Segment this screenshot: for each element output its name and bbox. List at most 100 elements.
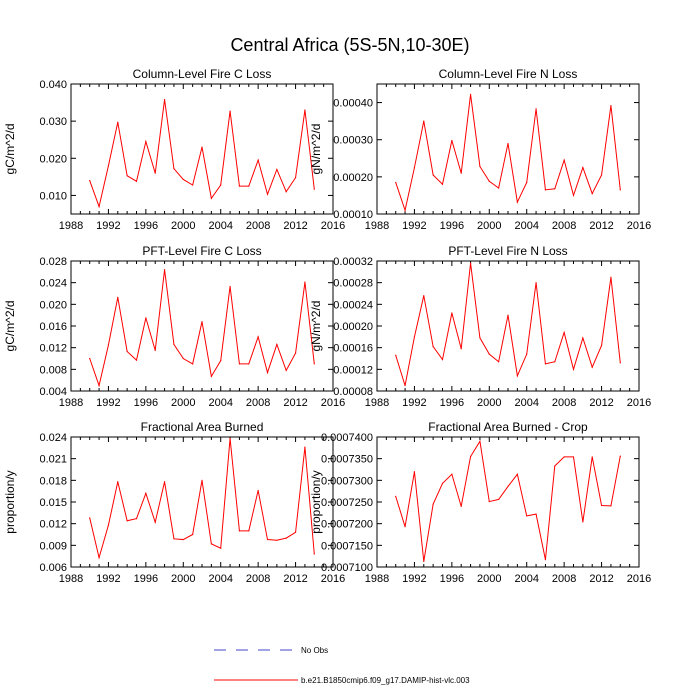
x-tick-label: 2012 (589, 220, 613, 232)
chart-panel: Column-Level Fire N Loss gN/m^2/d 1988 1992… (309, 67, 651, 232)
data-point (619, 189, 621, 191)
data-point (404, 209, 406, 211)
chart-panel: PFT-Level Fire N Loss gN/m^2/d 1988 1992 199… (309, 244, 651, 409)
y-tick-label: 0.00016 (333, 343, 373, 355)
data-point (423, 120, 425, 122)
data-point (229, 110, 231, 112)
y-tick-label: 0.0007150 (321, 540, 373, 552)
data-point (488, 500, 490, 503)
x-tick-label: 1992 (96, 573, 120, 585)
data-point (313, 188, 315, 190)
data-point (201, 321, 203, 323)
chart-panel: PFT-Level Fire C Loss gC/m^2/d 1988 1992 199… (3, 244, 345, 409)
data-point (210, 543, 212, 545)
data-point (266, 371, 269, 374)
chart-panel: Fractional Area Burned - Crop proportion/… (309, 420, 651, 585)
plot-frame (376, 83, 640, 215)
data-point (107, 165, 110, 167)
data-point (98, 557, 100, 559)
x-tick-label: 2008 (552, 573, 576, 585)
data-point (582, 521, 584, 523)
data-point (210, 375, 212, 377)
chart-panel: Column-Level Fire C Loss gC/m^2/d 1988 1992… (3, 67, 345, 232)
legend-label-model: b.e21.B1850cmip6.f09_g17.DAMIP-hist-vlc.… (301, 676, 470, 685)
data-point (488, 353, 490, 355)
data-point (135, 180, 138, 182)
data-point (544, 189, 547, 191)
data-point (619, 362, 621, 364)
data-point (257, 336, 259, 338)
x-tick-label: 2000 (171, 220, 195, 232)
x-tick-label: 2004 (208, 573, 232, 585)
data-point (563, 331, 565, 334)
y-tick-label: 0.004 (39, 386, 67, 398)
data-point (266, 538, 269, 541)
data-point (395, 354, 397, 356)
data-point (294, 352, 297, 354)
data-point (257, 489, 259, 492)
x-tick-label: 2000 (477, 573, 501, 585)
data-point (89, 517, 91, 519)
data-point (238, 185, 241, 187)
x-tick-label: 1992 (402, 573, 426, 585)
data-point (413, 471, 416, 473)
y-tick-label: 0.006 (39, 562, 67, 574)
data-point (304, 109, 306, 111)
data-point (276, 168, 278, 171)
data-point (154, 349, 156, 351)
legend-label-no-obs: No Obs (301, 646, 328, 655)
x-tick-label: 2000 (477, 220, 501, 232)
data-point (432, 174, 434, 176)
data-point (610, 104, 612, 107)
x-tick-label: 2012 (589, 573, 613, 585)
chart-title: Fractional Area Burned - Crop (428, 420, 588, 434)
data-point (238, 530, 241, 532)
series-line (395, 94, 621, 213)
chart-title: Fractional Area Burned (141, 420, 264, 434)
y-tick-label: 0.0007300 (321, 475, 373, 487)
data-point (248, 185, 250, 187)
data-point (423, 295, 425, 297)
y-tick-label: 0.012 (39, 519, 67, 531)
x-tick-label: 1996 (440, 397, 464, 409)
y-tick-label: 0.040 (39, 79, 67, 91)
data-point (563, 456, 565, 458)
chart-title: Column-Level Fire N Loss (439, 67, 578, 81)
data-point (285, 191, 287, 193)
data-point (285, 369, 287, 372)
x-tick-label: 1988 (365, 220, 389, 232)
y-tick-label: 0.015 (39, 497, 67, 509)
data-point (210, 197, 212, 199)
data-point (600, 174, 603, 176)
x-tick-label: 1996 (134, 397, 158, 409)
x-tick-label: 2004 (514, 220, 538, 232)
y-tick-label: 0.00030 (333, 135, 373, 147)
x-tick-label: 2012 (283, 397, 307, 409)
data-point (479, 337, 481, 339)
data-point (619, 455, 621, 457)
data-point (304, 446, 306, 448)
data-point (163, 269, 166, 271)
y-tick-label: 0.00040 (333, 98, 373, 110)
data-point (526, 353, 528, 355)
data-point (460, 172, 462, 174)
data-point (451, 312, 453, 314)
x-tick-label: 1988 (59, 573, 83, 585)
data-point (591, 366, 593, 368)
x-tick-label: 1992 (402, 220, 426, 232)
y-axis-label: proportion/y (309, 470, 323, 533)
data-point (163, 481, 166, 483)
series-line (395, 439, 621, 562)
data-point (526, 515, 528, 517)
data-point (294, 531, 297, 533)
x-tick-label: 1996 (134, 573, 158, 585)
data-point (192, 184, 194, 186)
data-point (544, 363, 547, 365)
data-point (229, 285, 231, 288)
panels: Column-Level Fire C Loss gC/m^2/d 1988 1992… (3, 67, 651, 585)
data-point (238, 363, 241, 365)
data-point (479, 440, 481, 442)
y-tick-label: 0.0007250 (321, 497, 373, 509)
data-point (220, 547, 222, 549)
data-point (248, 530, 250, 532)
